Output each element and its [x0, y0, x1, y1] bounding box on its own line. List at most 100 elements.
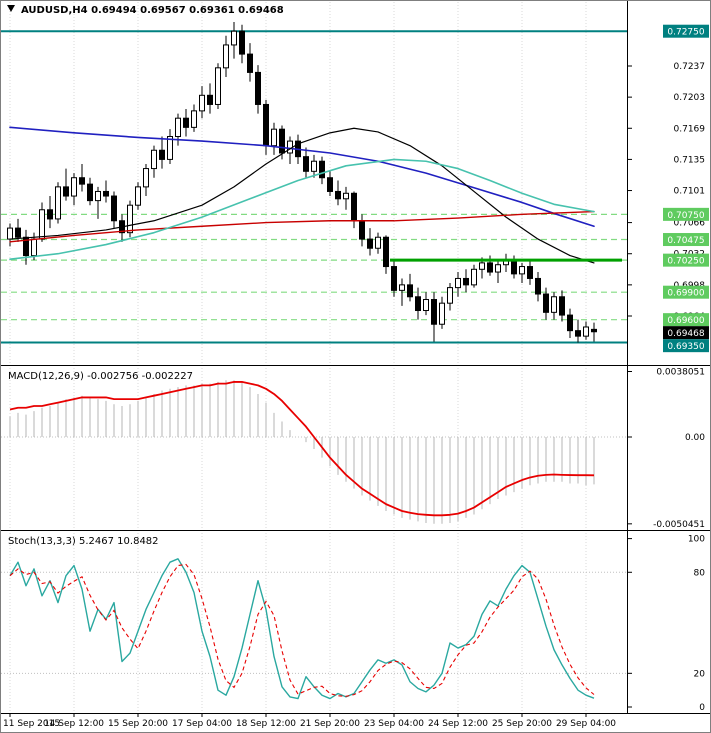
ma-line-red-long — [9, 210, 595, 243]
time-axis-label: 17 Sep 04:00 — [172, 719, 232, 729]
level-price-label-text: 0.69900 — [667, 289, 704, 299]
candle — [23, 236, 29, 257]
time-axis-label: 18 Sep 12:00 — [236, 719, 296, 729]
candle — [327, 177, 333, 192]
ma-line-blue-slow — [9, 126, 595, 228]
candle — [431, 299, 437, 325]
candle — [7, 227, 13, 240]
candle — [87, 183, 93, 202]
time-axis-label: 24 Sep 12:00 — [428, 719, 488, 729]
level-price-label-text: 0.70250 — [667, 257, 704, 267]
candle — [359, 220, 365, 240]
candle — [175, 117, 181, 138]
macd-tick-label: -0.0050451 — [653, 520, 705, 530]
candle — [231, 30, 237, 46]
candle — [223, 44, 229, 69]
symbol-marker-icon — [7, 5, 15, 12]
level-price-label — [663, 207, 709, 221]
chart-title: AUDUSD,H4 0.69494 0.69567 0.69361 0.6946… — [21, 5, 284, 16]
candle — [567, 314, 573, 332]
candle — [447, 287, 453, 304]
candle — [399, 284, 405, 291]
stoch-indicator-label: Stoch(13,3,3) 5.2467 10.8482 — [8, 536, 159, 547]
stoch-k-line — [9, 558, 595, 700]
price-tick-label: 0.7203 — [674, 93, 706, 103]
candle — [239, 30, 245, 55]
time-axis-label: 15 Sep 20:00 — [108, 719, 168, 729]
candle — [287, 140, 293, 154]
price-tick-label: 0.7101 — [674, 187, 706, 197]
candle — [455, 277, 461, 289]
candle — [423, 299, 429, 312]
time-axis-label: 23 Sep 04:00 — [364, 719, 424, 729]
candle — [215, 67, 221, 105]
candle — [583, 326, 589, 337]
candle — [311, 160, 317, 172]
channel-price-label — [663, 24, 709, 38]
level-price-label-text: 0.70750 — [667, 211, 704, 221]
candle — [479, 262, 485, 270]
macd-indicator-label: MACD(12,26,9) -0.002756 -0.002227 — [8, 371, 193, 382]
ma-line-black-medium — [9, 127, 595, 264]
channel-price-label-text: 0.69350 — [667, 342, 704, 352]
candle — [551, 296, 557, 313]
candle — [375, 236, 381, 249]
candle — [151, 149, 157, 170]
price-tick-label: 0.7066 — [674, 219, 706, 229]
candle — [343, 192, 349, 200]
price-tick-label: 0.7237 — [674, 62, 706, 72]
candle — [103, 190, 109, 197]
time-axis-label: 29 Sep 04:00 — [556, 719, 616, 729]
candle — [247, 53, 253, 73]
current-price-label — [663, 326, 709, 340]
channel-price-label-text: 0.72750 — [667, 28, 704, 38]
candle — [383, 236, 389, 268]
level-price-label-text: 0.70475 — [667, 236, 704, 246]
candle — [183, 117, 189, 128]
candle — [79, 177, 85, 185]
level-price-label — [663, 285, 709, 299]
candle — [471, 268, 477, 286]
candle — [191, 110, 197, 128]
candle — [167, 136, 173, 160]
candle — [207, 94, 213, 105]
candle — [575, 330, 581, 337]
candle — [95, 190, 101, 202]
time-axis-label: 14 Sep 12:00 — [44, 719, 104, 729]
stoch-tick-label: 0 — [699, 703, 705, 713]
candle — [463, 277, 469, 286]
candle — [495, 264, 501, 273]
candle — [559, 296, 565, 316]
channel-price-label — [663, 339, 709, 353]
chart-header-layer: AUDUSD,H4 0.69494 0.69567 0.69361 0.6946… — [7, 5, 284, 547]
candle — [71, 177, 77, 197]
ma-line-aqua — [9, 158, 595, 261]
time-axis-label: 11 Sep 2015 — [3, 719, 60, 729]
time-axis-label: 25 Sep 20:00 — [492, 719, 552, 729]
candle — [439, 302, 445, 325]
candle — [415, 296, 421, 312]
candle — [319, 160, 325, 179]
candle — [55, 186, 61, 220]
candle — [271, 128, 277, 147]
candle — [519, 266, 525, 275]
stoch-tick-label: 20 — [694, 669, 706, 679]
macd-signal-line — [9, 381, 595, 517]
candle — [111, 195, 117, 222]
level-price-label — [663, 253, 709, 267]
candle — [511, 259, 517, 275]
time-axis-label: 21 Sep 20:00 — [300, 719, 360, 729]
candle — [367, 238, 373, 249]
level-price-label-text: 0.69600 — [667, 316, 704, 326]
candle — [543, 293, 549, 313]
candle — [391, 266, 397, 291]
candle — [127, 204, 133, 234]
candle — [63, 186, 69, 197]
candle — [47, 209, 53, 220]
candle — [143, 168, 149, 188]
candle — [535, 277, 541, 295]
